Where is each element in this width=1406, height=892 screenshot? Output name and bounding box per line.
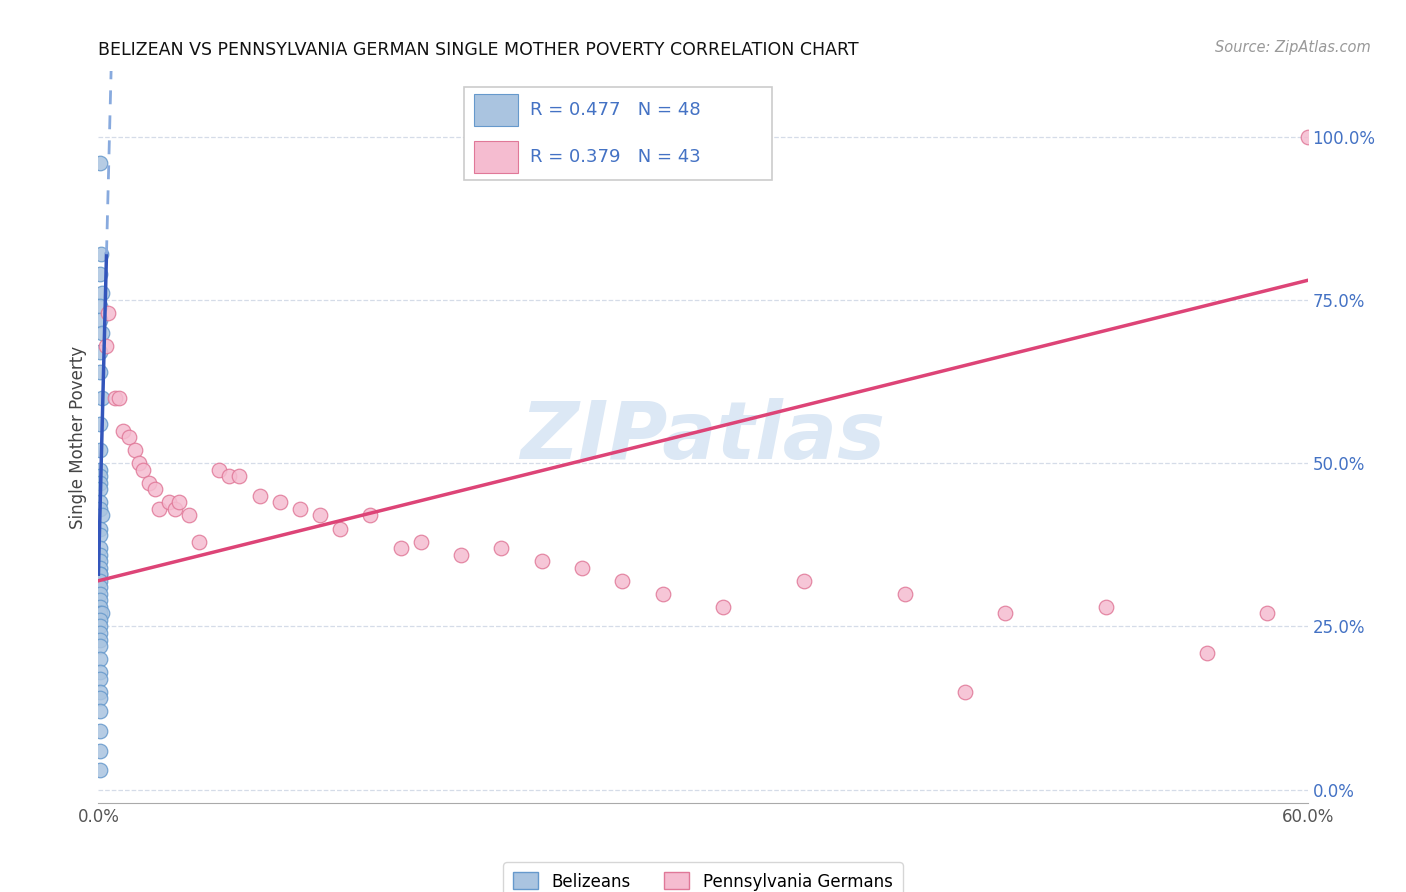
Point xyxy=(89,156,111,170)
Point xyxy=(89,548,111,562)
Point xyxy=(89,567,111,582)
Point xyxy=(1296,129,1319,144)
Point xyxy=(89,613,111,627)
Point xyxy=(89,443,111,458)
Point xyxy=(96,339,118,353)
Point xyxy=(89,580,111,594)
Point xyxy=(208,463,231,477)
Point xyxy=(450,548,472,562)
Point xyxy=(1095,599,1118,614)
Point xyxy=(157,495,180,509)
Point xyxy=(107,391,129,405)
Point xyxy=(711,599,734,614)
Text: BELIZEAN VS PENNSYLVANIA GERMAN SINGLE MOTHER POVERTY CORRELATION CHART: BELIZEAN VS PENNSYLVANIA GERMAN SINGLE M… xyxy=(98,41,859,59)
Y-axis label: Single Mother Poverty: Single Mother Poverty xyxy=(69,345,87,529)
Point xyxy=(89,599,111,614)
Point xyxy=(89,365,111,379)
Point xyxy=(89,574,111,588)
Point xyxy=(491,541,513,555)
Point xyxy=(89,345,111,359)
Point xyxy=(530,554,553,568)
Point xyxy=(89,685,111,699)
Point xyxy=(89,300,111,314)
Point xyxy=(89,652,111,666)
Point xyxy=(360,508,382,523)
Point xyxy=(188,534,211,549)
Point xyxy=(128,456,150,470)
Point xyxy=(893,587,915,601)
Point xyxy=(89,639,111,653)
Point xyxy=(571,560,593,574)
Point xyxy=(148,502,170,516)
Point xyxy=(89,502,111,516)
Point xyxy=(89,763,111,777)
Point xyxy=(89,463,111,477)
Point xyxy=(90,247,112,261)
Point xyxy=(89,723,111,738)
Point xyxy=(118,430,141,444)
Point xyxy=(89,528,111,542)
Point xyxy=(91,286,114,301)
Point xyxy=(97,306,120,320)
Point xyxy=(228,469,250,483)
Point xyxy=(167,495,190,509)
Point xyxy=(124,443,146,458)
Point xyxy=(269,495,291,509)
Point xyxy=(793,574,815,588)
Point xyxy=(89,672,111,686)
Point xyxy=(89,469,111,483)
Point xyxy=(89,691,111,706)
Point xyxy=(89,705,111,719)
Point xyxy=(89,665,111,680)
Point xyxy=(1195,646,1218,660)
Point xyxy=(138,475,160,490)
Point xyxy=(89,607,111,621)
Point xyxy=(89,312,111,326)
Text: Source: ZipAtlas.com: Source: ZipAtlas.com xyxy=(1215,40,1371,55)
Point xyxy=(953,685,976,699)
Point xyxy=(612,574,634,588)
Point xyxy=(163,502,186,516)
Point xyxy=(288,502,311,516)
Point xyxy=(111,424,134,438)
Point xyxy=(89,587,111,601)
Point xyxy=(179,508,201,523)
Legend: Belizeans, Pennsylvania Germans: Belizeans, Pennsylvania Germans xyxy=(503,863,903,892)
Point xyxy=(91,326,114,340)
Point xyxy=(103,391,125,405)
Point xyxy=(89,267,111,281)
Point xyxy=(91,607,114,621)
Point xyxy=(89,541,111,555)
Point xyxy=(389,541,412,555)
Text: ZIPatlas: ZIPatlas xyxy=(520,398,886,476)
Point xyxy=(132,463,155,477)
Point xyxy=(329,521,352,535)
Point xyxy=(249,489,271,503)
Point xyxy=(89,483,111,497)
Point xyxy=(89,632,111,647)
Point xyxy=(651,587,673,601)
Point xyxy=(409,534,432,549)
Point xyxy=(89,593,111,607)
Point xyxy=(89,475,111,490)
Point xyxy=(89,626,111,640)
Point xyxy=(91,391,114,405)
Point xyxy=(91,508,114,523)
Point xyxy=(994,607,1017,621)
Point xyxy=(89,560,111,574)
Point xyxy=(89,554,111,568)
Point xyxy=(218,469,240,483)
Point xyxy=(89,567,111,582)
Point xyxy=(89,417,111,431)
Point xyxy=(89,619,111,633)
Point xyxy=(89,495,111,509)
Point xyxy=(89,743,111,757)
Point xyxy=(143,483,166,497)
Point xyxy=(89,521,111,535)
Point xyxy=(309,508,332,523)
Point xyxy=(1256,607,1278,621)
